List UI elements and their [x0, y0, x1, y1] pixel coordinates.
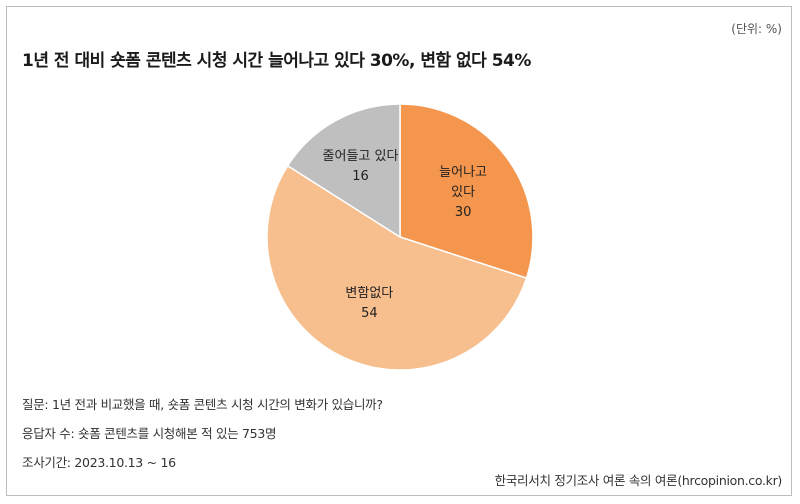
slice-name: 있다: [451, 185, 475, 200]
chart-title: 1년 전 대비 숏폼 콘텐츠 시청 시간 늘어나고 있다 30%, 변함 없다 …: [22, 51, 531, 71]
unit-label: (단위: %): [731, 22, 782, 36]
slice-value: 30: [455, 205, 472, 220]
slice-name: 줄어들고 있다: [323, 149, 399, 164]
question-note: 질문: 1년 전과 비교했을 때, 숏폼 콘텐츠 시청 시간의 변화가 있습니까…: [22, 397, 383, 412]
pie-slices: [266, 103, 534, 371]
period-note: 조사기간: 2023.10.13 ~ 16: [22, 455, 176, 470]
slice-value: 16: [352, 169, 369, 184]
pie-slice-decreasing: [286, 103, 401, 239]
slice-label-no-change: 변함없다 54: [345, 286, 393, 321]
slice-name: 변함없다: [345, 286, 393, 301]
pie-slice-no-change: [266, 164, 528, 371]
respondents-note: 응답자 수: 숏폼 콘텐츠를 시청해본 적 있는 753명: [22, 426, 277, 441]
slice-name: 늘어나고: [439, 165, 487, 180]
source-note: 한국리서치 정기조사 여론 속의 여론(hrcopinion.co.kr): [494, 473, 783, 488]
slice-label-decreasing: 줄어들고 있다 16: [323, 149, 399, 184]
slice-value: 54: [361, 306, 378, 321]
pie-slice-increasing: [399, 103, 534, 280]
